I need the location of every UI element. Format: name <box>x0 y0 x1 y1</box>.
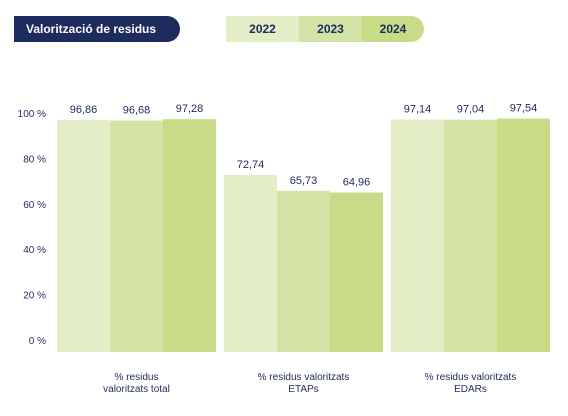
y-tick-label: 100 % <box>18 109 46 120</box>
value-label: 64,96 <box>343 177 371 189</box>
value-label: 65,73 <box>290 175 318 187</box>
category-label-line: % residus valoritzats <box>425 372 517 383</box>
category-labels: % residus valoritzats total% residus valo… <box>103 372 516 395</box>
value-label: 72,74 <box>237 159 265 171</box>
bar-2023 <box>110 120 163 352</box>
bars <box>57 118 550 352</box>
legend-year-2022: 2022 <box>226 16 299 42</box>
y-tick-label: 20 % <box>23 291 46 302</box>
bar-2024 <box>497 118 550 352</box>
value-label: 96,86 <box>70 104 98 116</box>
y-tick-label: 60 % <box>23 200 46 211</box>
bar-2023 <box>277 190 330 352</box>
bar-2024 <box>163 119 216 352</box>
value-label: 97,28 <box>176 103 204 115</box>
bar-2022 <box>57 120 110 352</box>
year-legend: 2022 2023 2024 <box>134 16 424 42</box>
category-label: % residus valoritzats EDARs <box>425 372 517 395</box>
legend-year-2023: 2023 <box>299 16 362 42</box>
value-label: 97,54 <box>510 103 538 115</box>
value-label: 97,14 <box>404 103 432 115</box>
bar-2022 <box>391 119 444 352</box>
y-tick-label: 40 % <box>23 245 46 256</box>
category-label-line: % residus <box>115 372 159 383</box>
category-label-line: ETAPs <box>288 384 318 395</box>
chart-title: Valorització de residus <box>14 16 180 42</box>
category-label-line: valoritzats total <box>103 384 170 395</box>
legend-year-2024: 2024 <box>362 16 424 42</box>
category-label: % residus valoritzats total <box>103 372 170 395</box>
y-tick-label: 0 % <box>29 336 46 347</box>
value-label: 97,04 <box>457 104 485 116</box>
bar-2024 <box>330 192 383 352</box>
category-label: % residus valoritzats ETAPs <box>258 372 350 395</box>
category-label-line: EDARs <box>454 384 487 395</box>
value-label: 96,68 <box>123 105 151 117</box>
value-labels: 96,86 96,68 97,28 72,74 65,73 64,96 97,14 97,04… <box>70 103 538 189</box>
header-legend: 2022 2023 2024 Valorització de residus <box>14 16 424 42</box>
bar-2022 <box>224 174 277 352</box>
bar-2023 <box>444 119 497 352</box>
category-label-line: % residus valoritzats <box>258 372 350 383</box>
y-axis: 0 % 20 % 40 % 60 % 80 % 100 % <box>18 109 46 347</box>
y-tick-label: 80 % <box>23 154 46 165</box>
